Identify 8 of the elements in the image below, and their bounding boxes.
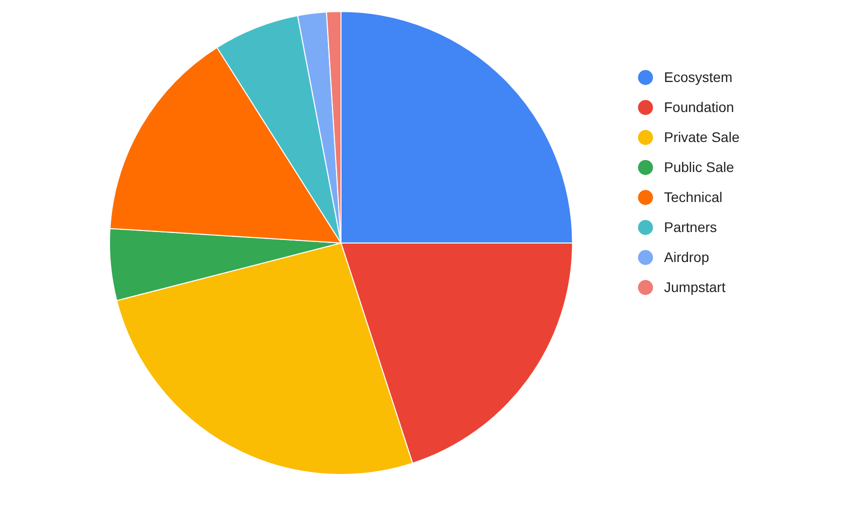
legend-label: Partners <box>664 219 717 235</box>
legend-label: Technical <box>664 189 722 205</box>
legend-label: Ecosystem <box>664 69 732 85</box>
legend-label: Jumpstart <box>664 279 726 295</box>
legend-label: Private Sale <box>664 129 740 145</box>
legend-label: Foundation <box>664 99 734 115</box>
legend-label: Airdrop <box>664 249 710 265</box>
legend-label: Public Sale <box>664 159 734 175</box>
